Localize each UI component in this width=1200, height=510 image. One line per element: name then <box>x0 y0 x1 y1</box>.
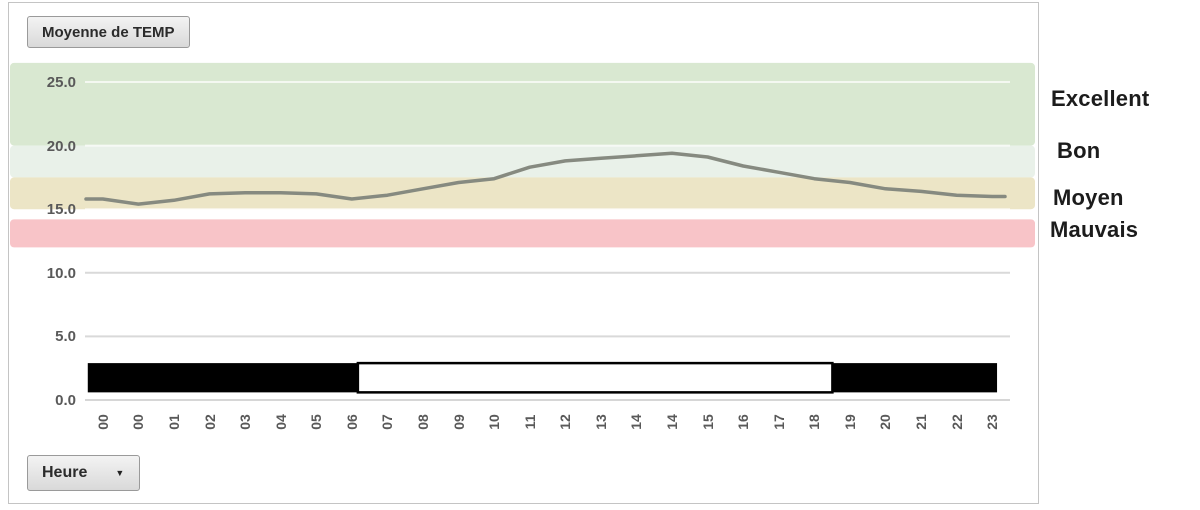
x-tick-label: 19 <box>841 414 858 430</box>
dropdown-arrow-icon: ▼ <box>115 467 125 478</box>
x-tick-label: 12 <box>557 414 574 430</box>
x-tick-label: 14 <box>628 414 645 430</box>
x-tick-label: 22 <box>948 414 965 430</box>
y-tick-label: 15.0 <box>46 201 76 219</box>
y-tick-label: 0.0 <box>55 392 76 409</box>
x-tick-label: 17 <box>770 414 787 430</box>
x-tick-label: 18 <box>806 414 823 430</box>
y-tick-label: 10.0 <box>46 264 76 282</box>
x-tick-label: 15 <box>699 414 716 430</box>
x-tick-label: 00 <box>94 414 111 430</box>
x-tick-label: 13 <box>592 414 609 430</box>
x-tick-label: 02 <box>201 414 218 430</box>
x-tick-label: 09 <box>450 414 467 430</box>
band-label: Excellent <box>1051 86 1150 111</box>
x-tick-label: 20 <box>877 414 894 430</box>
x-tick-label: 04 <box>272 414 289 430</box>
x-tick-label: 01 <box>165 414 182 430</box>
x-tick-label: 00 <box>130 414 147 430</box>
x-tick-label: 07 <box>379 414 396 430</box>
x-tick-label: 14 <box>664 414 681 430</box>
temperature-line-series <box>84 151 1007 206</box>
x-tick-label: 11 <box>521 414 538 430</box>
band-label: Bon <box>1057 138 1101 163</box>
band-label: Mauvais <box>1050 217 1139 242</box>
x-tick-label: 10 <box>486 414 503 430</box>
band-label: Moyen <box>1053 185 1124 210</box>
x-tick-label: 21 <box>913 414 930 430</box>
x-tick-label: 23 <box>984 414 1001 430</box>
y-tick-label: 5.0 <box>55 328 76 346</box>
x-tick-label: 08 <box>414 414 431 430</box>
x-tick-label: 16 <box>735 414 752 430</box>
x-tick-label: 03 <box>237 414 254 430</box>
x-tick-label: 05 <box>308 414 325 430</box>
x-tick-label: 06 <box>343 414 360 430</box>
value-field-button[interactable]: Moyenne de TEMP <box>27 16 190 48</box>
y-tick-label: 20.0 <box>46 137 76 155</box>
axis-field-button[interactable]: Heure ▼ <box>27 455 140 491</box>
axis-field-label: Heure <box>42 464 88 481</box>
y-tick-label: 25.0 <box>46 74 76 91</box>
